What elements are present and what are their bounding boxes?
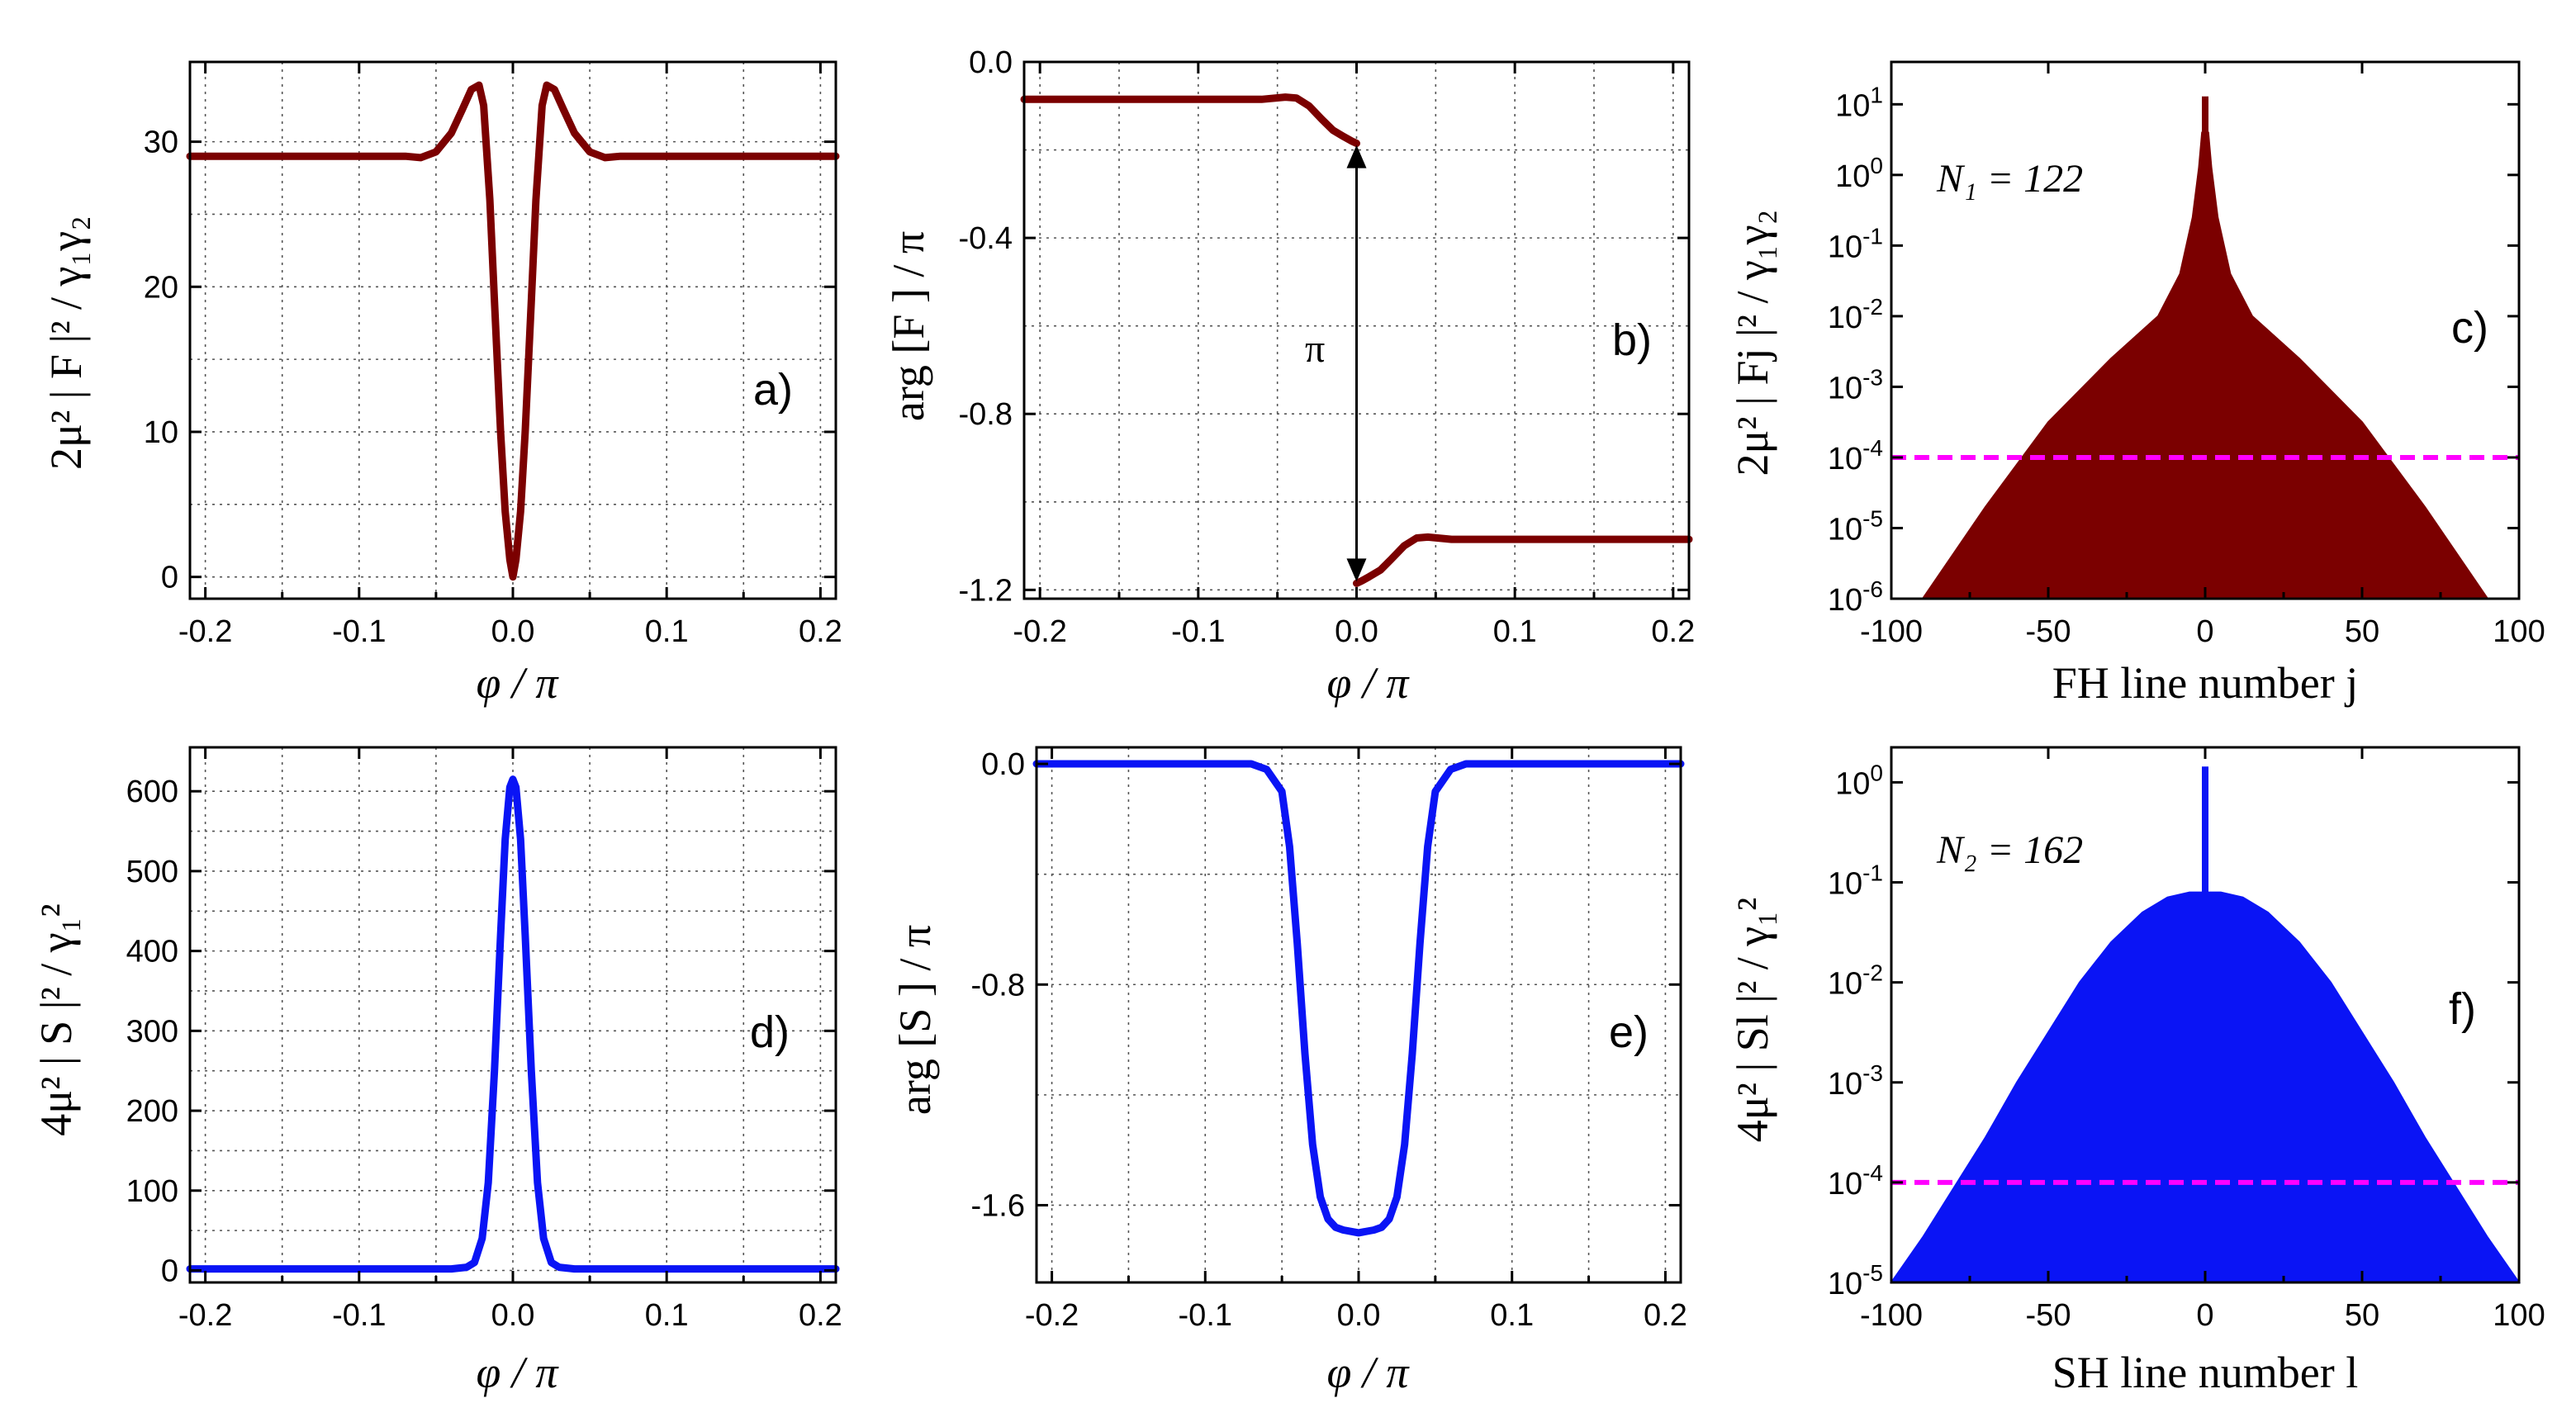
panel-e-ytick-label-1: -0.8 — [971, 968, 1025, 1003]
panel-d-ytick-label-0: 0 — [161, 1254, 178, 1288]
panel-d-label: d) — [750, 1007, 790, 1057]
panel-f-ytick-label-5: 100 — [1835, 760, 1883, 801]
panel-a-xtick-label-0: -0.2 — [178, 614, 232, 649]
panel-e-xtick-label-0: -0.2 — [1025, 1298, 1079, 1333]
panel-c-ytick-label-0: 10-6 — [1828, 576, 1883, 618]
panel-a-xtick-label-1: -0.1 — [332, 614, 386, 649]
panel-d-ytick-label-5: 500 — [126, 855, 178, 889]
panel-f-xtick-label-3: 50 — [2345, 1298, 2379, 1333]
panel-f-xtick-label-0: -100 — [1860, 1298, 1923, 1333]
panel-b-ytick-label-0: 0.0 — [969, 45, 1013, 80]
panel-c-ylabel: 2μ² | Fj |² / γ₁γ₂ — [1728, 210, 1777, 476]
panel-e-ylabel: arg [S ] / π — [890, 925, 940, 1115]
panel-b-chart: -0.2 -0.1 0.0 0.1 0.2 0.0 -0.4 -0.8 -1.2 — [959, 45, 1696, 649]
panel-f-chart: -100 -50 0 50 100 10-5 10-4 10-3 10-2 10-1 100 — [1828, 746, 2545, 1333]
panel-a-ytick-label-0: 0 — [161, 561, 178, 595]
panel-a-xtick-label-3: 0.1 — [645, 614, 689, 649]
panel-f-ytick-label-0: 10-5 — [1828, 1260, 1883, 1301]
panel-f-xlabel: SH line number l — [2052, 1348, 2358, 1397]
panel-d-xtick-label-2: 0.0 — [491, 1298, 535, 1333]
panel-c-ytick-label-6: 100 — [1835, 153, 1883, 194]
panel-f-spectrum-bars — [1890, 766, 2521, 1283]
panel-b-ytick-label-2: -0.8 — [959, 397, 1013, 432]
panel-f-label: f) — [2449, 984, 2476, 1034]
panel-b-xlabel: φ / π — [1327, 658, 1411, 708]
panel-f-ytick-label-3: 10-2 — [1828, 960, 1883, 1002]
panel-c-ytick-label-5: 10-1 — [1828, 223, 1883, 264]
panel-b-series-line-0 — [1020, 93, 1360, 148]
panel-c-xtick-label-2: 0 — [2196, 614, 2213, 649]
panel-e-xtick-label-4: 0.2 — [1644, 1298, 1687, 1333]
panel-d-xtick-label-0: -0.2 — [178, 1298, 232, 1333]
panel-c-xlabel: FH line number j — [2052, 658, 2358, 708]
panel-d-ytick-label-6: 600 — [126, 775, 178, 809]
panel-b-label: b) — [1612, 315, 1652, 365]
panel-e-xtick-label-2: 0.0 — [1337, 1298, 1381, 1333]
panel-d-xtick-label-3: 0.1 — [645, 1298, 689, 1333]
panel-d-xtick-label-4: 0.2 — [799, 1298, 842, 1333]
panel-a-ylabel: 2μ² | F |² / γ₁γ₂ — [41, 216, 91, 470]
panel-f-xtick-label-1: -50 — [2026, 1298, 2071, 1333]
panel-c-ytick-label-7: 101 — [1835, 82, 1883, 123]
panel-d-xlabel: φ / π — [477, 1348, 560, 1397]
panel-f-ytick-label-2: 10-3 — [1828, 1060, 1883, 1102]
panel-e-label: e) — [1609, 1007, 1649, 1057]
panel-c-xtick-label-4: 100 — [2493, 614, 2545, 649]
panel-b-xtick-label-0: -0.2 — [1013, 614, 1066, 649]
panel-a-chart: -0.2 -0.1 0.0 0.1 0.2 0 10 20 30 — [144, 60, 842, 649]
panel-c-xtick-label-3: 50 — [2345, 614, 2379, 649]
panel-b-xtick-label-2: 0.0 — [1335, 614, 1378, 649]
panel-a-label: a) — [753, 365, 793, 415]
panel-b-xtick-label-3: 0.1 — [1493, 614, 1537, 649]
panel-b-xtick-label-1: -0.1 — [1171, 614, 1225, 649]
panel-d-xtick-label-1: -0.1 — [332, 1298, 386, 1333]
panel-e-series-line — [1032, 760, 1685, 1237]
panel-c-spectrum-bars — [1891, 96, 2519, 600]
panel-a-xtick-label-4: 0.2 — [799, 614, 842, 649]
panel-d-ylabel: 4μ² | S |² / γ₁² — [31, 903, 81, 1135]
panel-e-ytick-label-0: 0.0 — [981, 747, 1025, 782]
panel-c-xtick-label-0: -100 — [1860, 614, 1923, 649]
panel-c-label: c) — [2451, 303, 2488, 353]
panel-b-ytick-label-3: -1.2 — [959, 573, 1013, 608]
panel-a-xtick-label-2: 0.0 — [491, 614, 535, 649]
panel-f-xtick-label-2: 0 — [2196, 1298, 2213, 1333]
panel-f-xtick-label-4: 100 — [2493, 1298, 2545, 1333]
panel-a-ytick-label-1: 10 — [144, 415, 178, 450]
panel-d-chart: -0.2 -0.1 0.0 0.1 0.2 0 100 200 300 400 500 600 — [126, 746, 842, 1333]
panel-c-ytick-label-4: 10-2 — [1828, 294, 1883, 335]
panel-b-annotation: π — [1305, 327, 1325, 371]
panel-b-arrow-head-down — [1346, 558, 1367, 582]
panel-c-ytick-label-2: 10-4 — [1828, 435, 1883, 476]
panel-b-ylabel: arg [F ] / π — [884, 231, 933, 421]
panel-f-ytick-label-1: 10-4 — [1828, 1160, 1883, 1202]
panel-d-series-line — [186, 775, 840, 1273]
panel-d-ytick-label-2: 200 — [126, 1094, 178, 1129]
panel-e-xtick-label-3: 0.1 — [1490, 1298, 1534, 1333]
panel-d-ytick-label-4: 400 — [126, 935, 178, 969]
panel-b-xtick-label-4: 0.2 — [1651, 614, 1695, 649]
panel-d-ytick-label-3: 300 — [126, 1014, 178, 1049]
panel-a-series-line — [186, 81, 840, 581]
panel-f-ylabel: 4μ² | Sl |² / γ₁² — [1728, 898, 1777, 1142]
panel-b-series-line-1 — [1353, 533, 1693, 587]
panel-e-ytick-label-2: -1.6 — [971, 1188, 1025, 1223]
panel-a-ytick-label-2: 20 — [144, 270, 178, 305]
panel-e-xtick-label-1: -0.1 — [1179, 1298, 1232, 1333]
panel-b-ytick-label-1: -0.4 — [959, 221, 1013, 256]
panel-b-arrow-head-up — [1346, 145, 1367, 168]
panel-c-chart: -100 -50 0 50 100 10-6 10-5 10-4 10-3 10-2 10-1 100… — [1828, 60, 2545, 649]
panel-c-annotation: N₁ = 122 — [1936, 157, 2083, 201]
panel-c-ytick-label-3: 10-3 — [1828, 364, 1883, 405]
panel-e-chart: -0.2 -0.1 0.0 0.1 0.2 0.0 -0.8 -1.6 — [971, 746, 1687, 1333]
panel-a-ytick-label-3: 30 — [144, 126, 178, 160]
panel-c-xtick-label-1: -50 — [2026, 614, 2071, 649]
panel-c-ytick-label-1: 10-5 — [1828, 505, 1883, 547]
panel-d-ytick-label-1: 100 — [126, 1174, 178, 1209]
panel-f-annotation: N₂ = 162 — [1936, 828, 2083, 872]
panel-a-xlabel: φ / π — [477, 658, 560, 708]
panel-f-ytick-label-4: 10-1 — [1828, 860, 1883, 902]
panel-e-xlabel: φ / π — [1327, 1348, 1411, 1397]
